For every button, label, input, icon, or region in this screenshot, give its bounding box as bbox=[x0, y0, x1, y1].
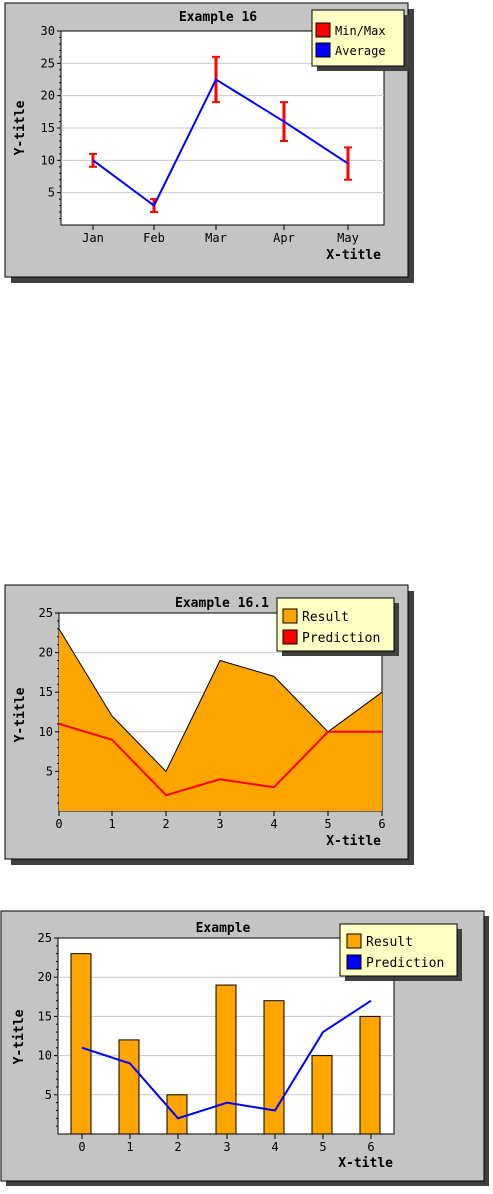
legend: Result Prediction bbox=[276, 597, 399, 656]
chart-example-16-1-svg: 5 10 15 20 25 0 1 2 3 4 5 6 Example 16.1 Y-title X-… bbox=[4, 584, 414, 865]
x-tick-label: 1 bbox=[108, 817, 115, 831]
bar-result bbox=[263, 1000, 285, 1135]
legend-label-result: Result bbox=[366, 935, 413, 950]
y-tick-label: 5 bbox=[45, 1088, 52, 1102]
line-average bbox=[92, 78, 349, 208]
legend-swatch-min-max bbox=[315, 22, 331, 38]
legend-label-min-max: Min/Max bbox=[335, 24, 386, 38]
line-prediction bbox=[81, 999, 372, 1120]
legend: Min/Max Average bbox=[311, 9, 409, 71]
chart-title: Example 16.1 bbox=[175, 596, 269, 611]
y-tick-label: 25 bbox=[41, 56, 55, 70]
chart-title: Example bbox=[196, 921, 251, 936]
y-axis-title: Y-title bbox=[13, 100, 28, 155]
x-tick-label: 3 bbox=[216, 817, 223, 831]
x-axis-title: X-title bbox=[326, 248, 381, 263]
y-tick-label: 10 bbox=[38, 1049, 52, 1063]
x-tick-label: 1 bbox=[126, 1140, 133, 1154]
bar-result bbox=[70, 953, 92, 1135]
chart-title: Example 16 bbox=[179, 10, 257, 25]
x-tick-label: 3 bbox=[223, 1140, 230, 1154]
x-tick-label: 2 bbox=[162, 817, 169, 831]
y-axis-title: Y-title bbox=[13, 687, 28, 742]
y-tick-label: 20 bbox=[38, 970, 52, 984]
legend-swatch-result bbox=[346, 933, 362, 949]
legend: Result Prediction bbox=[339, 923, 462, 981]
chart-example-bar: 5 10 15 20 25 0 1 2 3 4 5 6 Example Y-title X-title… bbox=[0, 900, 493, 1190]
y-tick-label: 5 bbox=[46, 764, 53, 778]
legend-label-result: Result bbox=[302, 610, 349, 625]
bar-result bbox=[118, 1039, 140, 1135]
x-tick-label: May bbox=[337, 231, 359, 245]
x-tick-label: 0 bbox=[55, 817, 62, 831]
bar-result bbox=[215, 984, 237, 1135]
x-tick-label: 4 bbox=[270, 817, 277, 831]
chart-example-16-1: 5 10 15 20 25 0 1 2 3 4 5 6 Example 16.1 Y-title X-… bbox=[0, 580, 493, 870]
x-tick-label: 0 bbox=[78, 1140, 85, 1154]
legend-label-average: Average bbox=[335, 44, 386, 58]
bar-result bbox=[311, 1055, 333, 1135]
chart-example-bar-svg: 5 10 15 20 25 0 1 2 3 4 5 6 Example Y-title X-title… bbox=[0, 910, 489, 1186]
area-result bbox=[59, 628, 382, 811]
y-tick-label: 30 bbox=[41, 24, 55, 38]
bar-result bbox=[359, 1015, 381, 1135]
legend-swatch-result bbox=[282, 608, 298, 624]
y-tick-label: 10 bbox=[39, 725, 53, 739]
y-tick-label: 10 bbox=[41, 153, 55, 167]
y-tick-label: 15 bbox=[39, 685, 53, 699]
legend-swatch-prediction bbox=[346, 954, 362, 970]
y-tick-label: 15 bbox=[41, 121, 55, 135]
x-tick-label: Jan bbox=[82, 231, 104, 245]
legend-label-prediction: Prediction bbox=[366, 956, 444, 971]
x-tick-label: 4 bbox=[271, 1140, 278, 1154]
x-axis-title: X-title bbox=[326, 834, 381, 849]
x-tick-label: Mar bbox=[205, 231, 227, 245]
x-axis-title: X-title bbox=[338, 1156, 393, 1171]
y-tick-label: 25 bbox=[39, 606, 53, 620]
line-prediction bbox=[58, 722, 382, 797]
y-axis-title: Y-title bbox=[12, 1009, 27, 1064]
x-tick-label: 6 bbox=[378, 817, 385, 831]
x-tick-label: Apr bbox=[273, 231, 295, 245]
x-tick-label: 5 bbox=[324, 817, 331, 831]
y-tick-label: 25 bbox=[38, 931, 52, 945]
bar-result bbox=[166, 1094, 188, 1135]
legend-swatch-average bbox=[315, 42, 331, 58]
chart-example-16-svg: 5 10 15 20 25 30 Jan Feb Mar Apr May Example 16 Y-… bbox=[4, 2, 414, 283]
y-tick-label: 15 bbox=[38, 1009, 52, 1023]
y-tick-label: 5 bbox=[48, 186, 55, 200]
x-tick-label: Feb bbox=[143, 231, 165, 245]
y-tick-label: 20 bbox=[39, 646, 53, 660]
x-tick-label: 5 bbox=[319, 1140, 326, 1154]
x-tick-label: 6 bbox=[367, 1140, 374, 1154]
x-tick-label: 2 bbox=[174, 1140, 181, 1154]
legend-label-prediction: Prediction bbox=[302, 631, 380, 646]
y-tick-label: 20 bbox=[41, 89, 55, 103]
chart-example-16: 5 10 15 20 25 30 Jan Feb Mar Apr May Example 16 Y-… bbox=[0, 0, 493, 290]
legend-swatch-prediction bbox=[282, 629, 298, 645]
